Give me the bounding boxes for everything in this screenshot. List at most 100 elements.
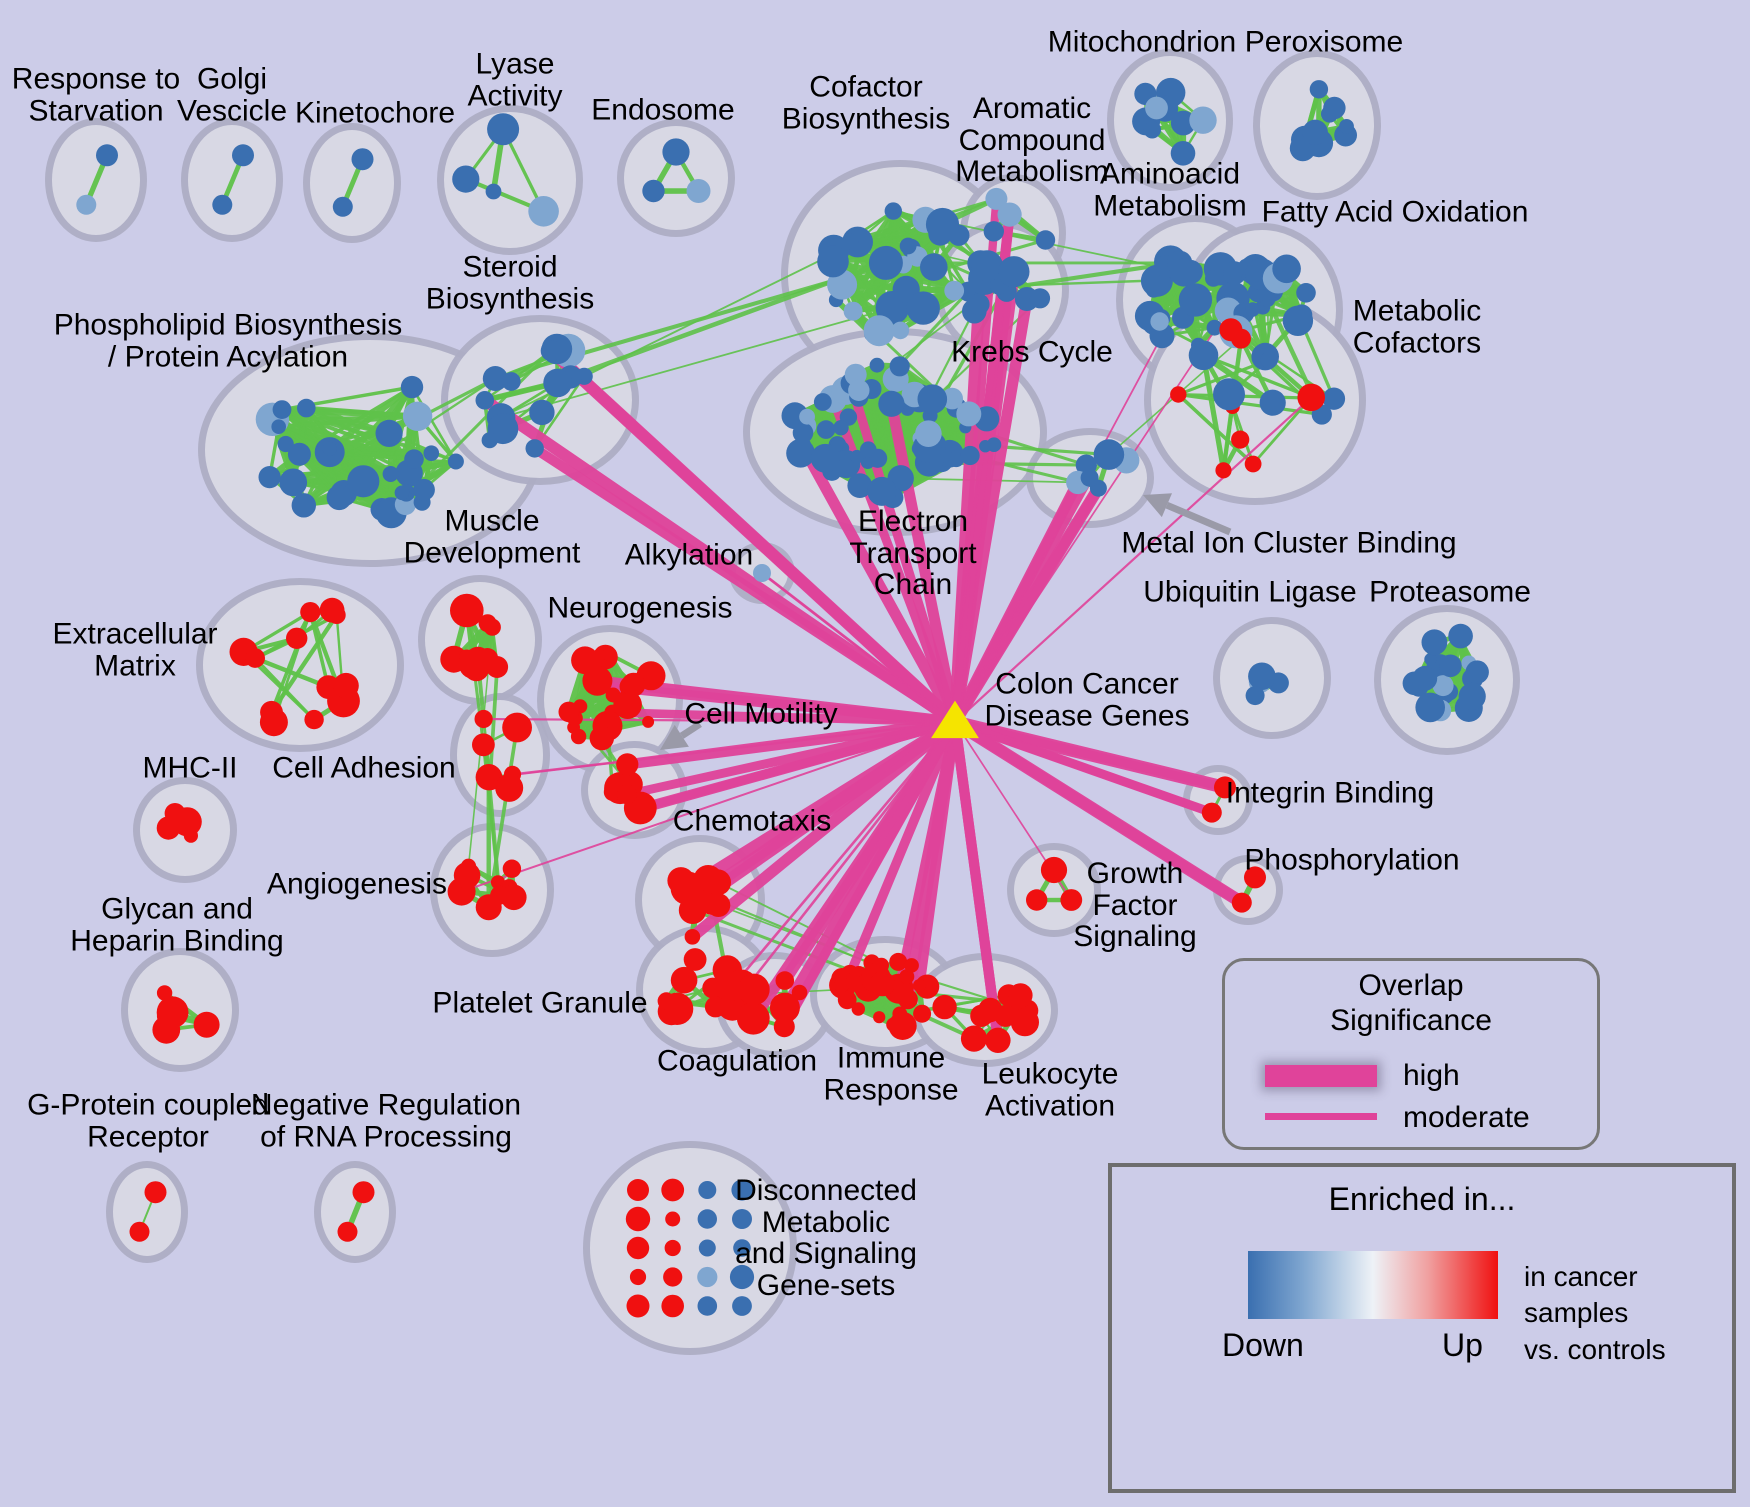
gene-node bbox=[941, 387, 963, 410]
gene-node bbox=[1170, 386, 1187, 403]
gene-node bbox=[613, 690, 642, 719]
gene-node bbox=[1143, 120, 1161, 139]
gene-node bbox=[621, 672, 646, 697]
gene-node bbox=[850, 449, 864, 464]
gene-node bbox=[326, 484, 352, 511]
legend-high-swatch bbox=[1265, 1065, 1377, 1087]
gene-node bbox=[661, 1294, 684, 1318]
gene-node bbox=[860, 441, 877, 459]
gene-node bbox=[1169, 258, 1198, 287]
gene-node bbox=[1035, 230, 1056, 250]
gene-node bbox=[731, 1179, 753, 1201]
gene-node bbox=[1213, 378, 1245, 411]
gene-node bbox=[1231, 328, 1251, 349]
gene-node bbox=[212, 194, 233, 215]
gene-node bbox=[686, 179, 711, 203]
legend-up-label: Up bbox=[1442, 1327, 1483, 1363]
gene-node bbox=[792, 422, 814, 444]
gene-node bbox=[458, 649, 489, 679]
legend-overlap-significance: Overlap Significance high moderate bbox=[1222, 958, 1600, 1150]
gene-node bbox=[1339, 119, 1354, 134]
gene-node bbox=[912, 979, 926, 992]
gene-node bbox=[258, 466, 281, 489]
gene-node bbox=[1244, 866, 1266, 889]
gene-node bbox=[863, 315, 895, 347]
gene-node bbox=[475, 391, 495, 410]
gene-node bbox=[1245, 302, 1260, 317]
gene-node bbox=[873, 1011, 886, 1024]
gene-node bbox=[878, 390, 905, 417]
gene-node bbox=[1259, 389, 1286, 416]
gene-node bbox=[913, 1004, 932, 1023]
legend-down-label: Down bbox=[1222, 1327, 1304, 1363]
gene-node bbox=[96, 144, 118, 167]
gene-node bbox=[1206, 319, 1223, 336]
gene-node bbox=[697, 1296, 718, 1316]
gene-node bbox=[848, 379, 870, 401]
gene-node bbox=[732, 1296, 752, 1316]
gene-node bbox=[291, 493, 316, 518]
gene-node bbox=[625, 1206, 651, 1232]
gene-node bbox=[402, 401, 433, 431]
gene-node bbox=[897, 989, 918, 1010]
gene-node bbox=[705, 869, 731, 896]
gene-nodes bbox=[76, 77, 1489, 1318]
gene-node bbox=[1040, 856, 1068, 884]
gene-node bbox=[1178, 283, 1213, 317]
gene-node bbox=[697, 1266, 718, 1288]
gene-node bbox=[626, 1294, 650, 1318]
gene-node bbox=[1026, 889, 1048, 911]
gene-node bbox=[906, 291, 940, 325]
gene-node bbox=[76, 194, 97, 215]
gene-node bbox=[475, 764, 502, 791]
gene-node bbox=[733, 1239, 751, 1257]
gene-node bbox=[925, 207, 960, 242]
gene-node bbox=[1029, 288, 1051, 309]
gene-node bbox=[769, 992, 800, 1023]
gene-node bbox=[833, 420, 849, 436]
gene-node bbox=[968, 293, 990, 315]
gene-node bbox=[670, 966, 698, 994]
gene-node bbox=[732, 1209, 752, 1229]
gene-node bbox=[664, 1239, 681, 1257]
hub-edges bbox=[460, 194, 1313, 1046]
gene-node bbox=[956, 401, 982, 427]
gene-node bbox=[888, 1011, 917, 1040]
gene-node bbox=[404, 449, 424, 470]
gene-node bbox=[529, 399, 555, 426]
gene-node bbox=[683, 948, 707, 971]
gene-node bbox=[665, 1211, 681, 1227]
gene-node bbox=[297, 398, 316, 418]
gene-node bbox=[347, 465, 380, 498]
gene-node bbox=[851, 1002, 865, 1016]
gene-node bbox=[869, 357, 885, 373]
legend-enriched-in: Enriched in... Down Up in cancer samples… bbox=[1108, 1163, 1736, 1493]
gene-node bbox=[971, 250, 1003, 282]
gene-node bbox=[543, 368, 572, 398]
gene-node bbox=[948, 450, 965, 468]
gene-node bbox=[279, 468, 308, 497]
gene-node bbox=[843, 301, 863, 321]
gene-node bbox=[729, 1264, 755, 1290]
gene-node bbox=[1245, 686, 1265, 706]
gene-node bbox=[837, 990, 857, 1010]
gene-node bbox=[337, 1221, 358, 1242]
gene-node bbox=[603, 783, 622, 802]
gene-node bbox=[932, 994, 957, 1020]
gene-node bbox=[332, 196, 353, 217]
gene-node bbox=[704, 996, 726, 1018]
gene-node bbox=[889, 952, 908, 971]
gene-node bbox=[970, 1004, 993, 1027]
gene-node bbox=[899, 237, 917, 255]
gene-node bbox=[570, 728, 587, 745]
gene-node bbox=[983, 221, 1004, 242]
gene-node bbox=[960, 445, 980, 466]
gene-node bbox=[1060, 889, 1083, 911]
gene-node bbox=[1244, 455, 1262, 473]
gene-node bbox=[352, 1181, 375, 1204]
gene-node bbox=[400, 375, 424, 399]
hub-triangle-icon bbox=[931, 700, 979, 739]
gene-node bbox=[540, 340, 562, 362]
gene-node bbox=[502, 859, 522, 878]
